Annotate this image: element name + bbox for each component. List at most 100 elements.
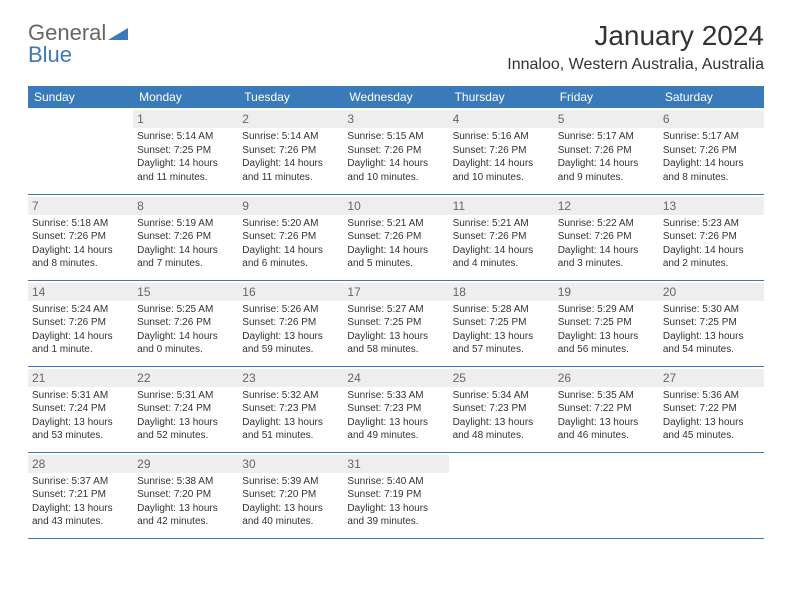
day-header-row: SundayMondayTuesdayWednesdayThursdayFrid…	[28, 86, 764, 108]
sunrise-line: Sunrise: 5:32 AM	[242, 389, 339, 403]
sunset-line: Sunset: 7:26 PM	[453, 144, 550, 158]
daylight-line: Daylight: 13 hours and 46 minutes.	[558, 416, 655, 443]
daylight-line: Daylight: 13 hours and 45 minutes.	[663, 416, 760, 443]
calendar-cell: 24Sunrise: 5:33 AMSunset: 7:23 PMDayligh…	[343, 366, 448, 452]
calendar-cell: 30 Sunrise: 5:39 AMSunset: 7:20 PMDayligh…	[238, 452, 343, 538]
sunrise-line: Sunrise: 5:16 AM	[453, 130, 550, 144]
sunrise-line: Sunrise: 5:17 AM	[558, 130, 655, 144]
daylight-line: Daylight: 14 hours and 11 minutes.	[242, 157, 339, 184]
day-number: 4	[449, 110, 554, 128]
sunset-line: Sunset: 7:26 PM	[137, 230, 234, 244]
sunset-line: Sunset: 7:25 PM	[137, 144, 234, 158]
calendar-cell: 26Sunrise: 5:35 AMSunset: 7:22 PMDayligh…	[554, 366, 659, 452]
daylight-line: Daylight: 14 hours and 2 minutes.	[663, 244, 760, 271]
sunset-line: Sunset: 7:25 PM	[663, 316, 760, 330]
calendar-cell: 11Sunrise: 5:21 AMSunset: 7:26 PMDayligh…	[449, 194, 554, 280]
logo-line2: Blue	[28, 42, 72, 68]
day-number: 10	[343, 197, 448, 215]
sunrise-line: Sunrise: 5:37 AM	[32, 475, 129, 489]
sunrise-line: Sunrise: 5:30 AM	[663, 303, 760, 317]
daylight-line: Daylight: 13 hours and 48 minutes.	[453, 416, 550, 443]
sunset-line: Sunset: 7:26 PM	[453, 230, 550, 244]
day-number: 1	[133, 110, 238, 128]
sunrise-line: Sunrise: 5:17 AM	[663, 130, 760, 144]
calendar-cell: 8Sunrise: 5:19 AMSunset: 7:26 PMDaylight…	[133, 194, 238, 280]
sunset-line: Sunset: 7:23 PM	[347, 402, 444, 416]
daylight-line: Daylight: 14 hours and 5 minutes.	[347, 244, 444, 271]
day-number: 24	[343, 369, 448, 387]
sunrise-line: Sunrise: 5:39 AM	[242, 475, 339, 489]
sunset-line: Sunset: 7:26 PM	[347, 144, 444, 158]
day-header: Sunday	[28, 86, 133, 108]
sunset-line: Sunset: 7:23 PM	[453, 402, 550, 416]
daylight-line: Daylight: 13 hours and 54 minutes.	[663, 330, 760, 357]
day-number: 11	[449, 197, 554, 215]
daylight-line: Daylight: 13 hours and 53 minutes.	[32, 416, 129, 443]
calendar-body: 1Sunrise: 5:14 AMSunset: 7:25 PMDaylight…	[28, 108, 764, 538]
sunset-line: Sunset: 7:26 PM	[347, 230, 444, 244]
daylight-line: Daylight: 14 hours and 11 minutes.	[137, 157, 234, 184]
title-block: January 2024 Innaloo, Western Australia,…	[507, 20, 764, 74]
sunset-line: Sunset: 7:25 PM	[347, 316, 444, 330]
calendar-cell: 13Sunrise: 5:23 AMSunset: 7:26 PMDayligh…	[659, 194, 764, 280]
day-number: 16	[238, 283, 343, 301]
location-text: Innaloo, Western Australia, Australia	[507, 56, 764, 74]
day-number: 28	[28, 455, 133, 473]
calendar-row: 14Sunrise: 5:24 AMSunset: 7:26 PMDayligh…	[28, 280, 764, 366]
sunrise-line: Sunrise: 5:20 AM	[242, 217, 339, 231]
sunset-line: Sunset: 7:20 PM	[242, 488, 339, 502]
sunset-line: Sunset: 7:26 PM	[242, 316, 339, 330]
day-number: 7	[28, 197, 133, 215]
day-number: 21	[28, 369, 133, 387]
calendar-cell: 3Sunrise: 5:15 AMSunset: 7:26 PMDaylight…	[343, 108, 448, 194]
day-number: 6	[659, 110, 764, 128]
daylight-line: Daylight: 13 hours and 59 minutes.	[242, 330, 339, 357]
day-number: 5	[554, 110, 659, 128]
sunset-line: Sunset: 7:25 PM	[558, 316, 655, 330]
sunset-line: Sunset: 7:26 PM	[32, 230, 129, 244]
daylight-line: Daylight: 13 hours and 40 minutes.	[242, 502, 339, 529]
sunset-line: Sunset: 7:23 PM	[242, 402, 339, 416]
calendar-cell: 21Sunrise: 5:31 AMSunset: 7:24 PMDayligh…	[28, 366, 133, 452]
daylight-line: Daylight: 13 hours and 57 minutes.	[453, 330, 550, 357]
daylight-line: Daylight: 14 hours and 1 minute.	[32, 330, 129, 357]
sunrise-line: Sunrise: 5:40 AM	[347, 475, 444, 489]
sunset-line: Sunset: 7:24 PM	[137, 402, 234, 416]
sunset-line: Sunset: 7:21 PM	[32, 488, 129, 502]
calendar-table: SundayMondayTuesdayWednesdayThursdayFrid…	[28, 86, 764, 539]
calendar-cell: 23Sunrise: 5:32 AMSunset: 7:23 PMDayligh…	[238, 366, 343, 452]
day-number: 26	[554, 369, 659, 387]
sunrise-line: Sunrise: 5:14 AM	[137, 130, 234, 144]
day-number: 30	[238, 455, 343, 473]
month-title: January 2024	[507, 20, 764, 52]
calendar-cell	[449, 452, 554, 538]
daylight-line: Daylight: 13 hours and 56 minutes.	[558, 330, 655, 357]
calendar-row: 28 Sunrise: 5:37 AMSunset: 7:21 PM Dayligh…	[28, 452, 764, 538]
calendar-cell: 19Sunrise: 5:29 AMSunset: 7:25 PMDayligh…	[554, 280, 659, 366]
sunset-line: Sunset: 7:26 PM	[558, 230, 655, 244]
day-number: 15	[133, 283, 238, 301]
sunrise-line: Sunrise: 5:31 AM	[137, 389, 234, 403]
sunset-line: Sunset: 7:22 PM	[558, 402, 655, 416]
calendar-cell: 25 Sunrise: 5:34 AMSunset: 7:23 PMDayligh…	[449, 366, 554, 452]
sunset-line: Sunset: 7:22 PM	[663, 402, 760, 416]
day-header: Tuesday	[238, 86, 343, 108]
sunrise-line: Sunrise: 5:21 AM	[453, 217, 550, 231]
sunset-line: Sunset: 7:19 PM	[347, 488, 444, 502]
sunset-line: Sunset: 7:20 PM	[137, 488, 234, 502]
day-number: 25	[449, 369, 554, 387]
sunrise-line: Sunrise: 5:15 AM	[347, 130, 444, 144]
sunrise-line: Sunrise: 5:22 AM	[558, 217, 655, 231]
day-header: Saturday	[659, 86, 764, 108]
calendar-cell: 5Sunrise: 5:17 AMSunset: 7:26 PMDaylight…	[554, 108, 659, 194]
calendar-cell: 12Sunrise: 5:22 AMSunset: 7:26 PMDayligh…	[554, 194, 659, 280]
sunrise-line: Sunrise: 5:26 AM	[242, 303, 339, 317]
sunrise-line: Sunrise: 5:34 AM	[453, 389, 550, 403]
daylight-line: Daylight: 13 hours and 49 minutes.	[347, 416, 444, 443]
calendar-cell	[659, 452, 764, 538]
day-header: Thursday	[449, 86, 554, 108]
day-number: 22	[133, 369, 238, 387]
page-header: General January 2024 Innaloo, Western Au…	[28, 20, 764, 74]
calendar-row: 1Sunrise: 5:14 AMSunset: 7:25 PMDaylight…	[28, 108, 764, 194]
sunrise-line: Sunrise: 5:25 AM	[137, 303, 234, 317]
